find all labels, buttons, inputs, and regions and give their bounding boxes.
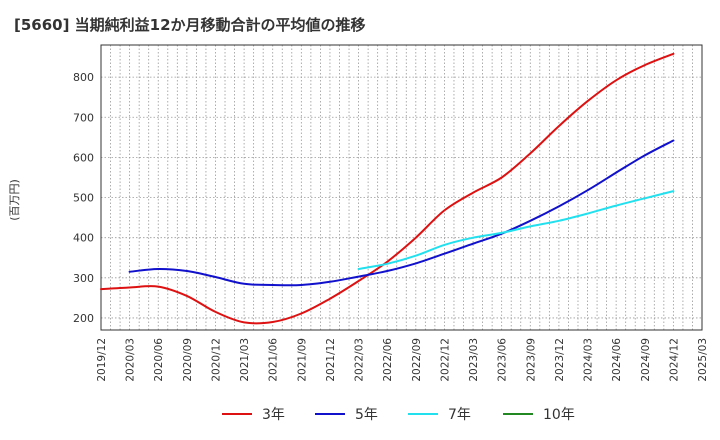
y-tick-label: 400 [73, 232, 94, 245]
y-axis-label: (百万円) [8, 179, 21, 221]
x-tick-label: 2021/03 [239, 338, 251, 382]
x-tick-label: 2023/06 [497, 338, 509, 382]
x-tick-label: 2024/12 [668, 338, 680, 382]
series-lines [100, 52, 675, 325]
x-tick-label: 2023/09 [525, 338, 537, 382]
x-tick-label: 2021/12 [325, 338, 337, 382]
x-tick-label: 2022/03 [354, 338, 366, 382]
grid-lines [101, 45, 702, 330]
x-tick-label: 2024/09 [640, 338, 652, 382]
x-tick-label: 2023/12 [554, 338, 566, 382]
y-tick-label: 800 [73, 71, 94, 84]
x-tick-label: 2021/09 [296, 338, 308, 382]
x-tick-label: 2020/06 [153, 338, 165, 382]
x-tick-label: 2022/12 [439, 338, 451, 382]
y-tick-label: 500 [73, 192, 94, 205]
legend-label: 3年 [262, 407, 285, 423]
y-tick-label: 600 [73, 151, 94, 164]
x-tick-label: 2019/12 [96, 338, 108, 382]
plot-frame [100, 44, 703, 331]
legend-label: 10年 [543, 407, 575, 423]
y-tick-label: 700 [73, 111, 94, 124]
y-tick-label: 200 [73, 312, 94, 325]
x-tick-label: 2021/06 [268, 338, 280, 382]
legend-label: 7年 [448, 407, 471, 423]
x-tick-label: 2022/06 [382, 338, 394, 382]
x-tick-label: 2020/09 [182, 338, 194, 382]
y-axis-ticks: 200 300 400 500 600 700 800 [73, 71, 94, 325]
x-tick-label: 2023/03 [468, 338, 480, 382]
x-axis-ticks: 2019/12 2020/03 2020/06 2020/09 2020/12 2021/… [96, 338, 709, 382]
x-tick-label: 2024/03 [583, 338, 595, 382]
series-line-1 [100, 52, 675, 325]
series-line-2 [128, 139, 675, 287]
legend-label: 5年 [355, 407, 378, 423]
x-tick-label: 2020/03 [125, 338, 137, 382]
x-tick-label: 2020/12 [210, 338, 222, 382]
series-line-3 [357, 190, 675, 270]
y-tick-label: 300 [73, 272, 94, 285]
x-tick-label: 2024/06 [611, 338, 623, 382]
x-tick-label: 2025/03 [697, 338, 709, 382]
x-tick-label: 2022/09 [411, 338, 423, 382]
legend: 3年 5年 7年 10年 [222, 407, 575, 423]
chart-title: [5660] 当期純利益12か月移動合計の平均値の推移 [14, 16, 366, 34]
